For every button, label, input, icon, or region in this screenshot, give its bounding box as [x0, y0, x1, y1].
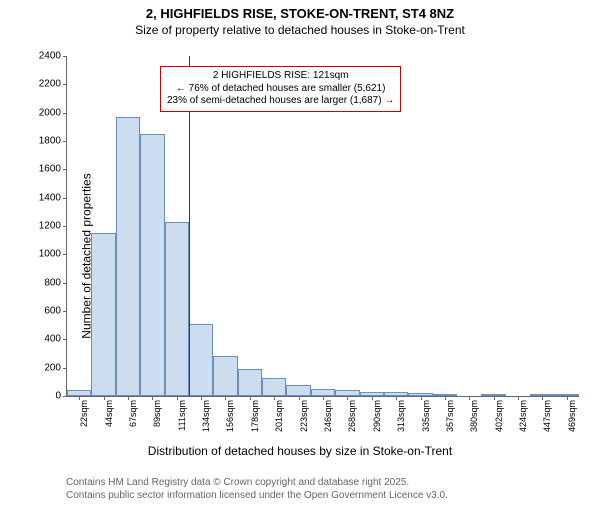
- x-tick-label: 424sqm: [518, 400, 528, 432]
- x-tick-mark: [177, 396, 178, 400]
- x-tick-label: 156sqm: [225, 400, 235, 432]
- x-tick-label: 290sqm: [372, 400, 382, 432]
- histogram-bar: [262, 378, 286, 396]
- y-tick-mark: [63, 283, 67, 284]
- y-tick-mark: [63, 368, 67, 369]
- histogram-bar: [238, 369, 262, 396]
- x-tick-label: 313sqm: [396, 400, 406, 432]
- x-tick-label: 67sqm: [128, 400, 138, 427]
- x-tick-mark: [567, 396, 568, 400]
- x-tick-mark: [323, 396, 324, 400]
- annotation-box: 2 HIGHFIELDS RISE: 121sqm ← 76% of detac…: [160, 66, 401, 112]
- chart-title: 2, HIGHFIELDS RISE, STOKE-ON-TRENT, ST4 …: [0, 6, 600, 21]
- x-tick-label: 402sqm: [494, 400, 504, 432]
- x-tick-label: 246sqm: [323, 400, 333, 432]
- annotation-line2: ← 76% of detached houses are smaller (5,…: [167, 83, 394, 96]
- y-tick-mark: [63, 56, 67, 57]
- histogram-bar: [189, 324, 213, 396]
- y-tick-mark: [63, 254, 67, 255]
- x-tick-mark: [250, 396, 251, 400]
- y-tick-mark: [63, 311, 67, 312]
- histogram-bar: [165, 222, 189, 396]
- histogram-bar: [116, 117, 140, 396]
- y-tick-label: 0: [55, 391, 61, 402]
- x-tick-mark: [201, 396, 202, 400]
- x-tick-mark: [518, 396, 519, 400]
- footnote: Contains HM Land Registry data © Crown c…: [66, 476, 448, 502]
- y-tick-label: 1200: [39, 221, 61, 232]
- x-tick-label: 223sqm: [299, 400, 309, 432]
- x-tick-mark: [542, 396, 543, 400]
- y-tick-label: 400: [44, 334, 61, 345]
- x-tick-mark: [347, 396, 348, 400]
- x-tick-label: 22sqm: [79, 400, 89, 427]
- y-tick-mark: [63, 169, 67, 170]
- y-tick-label: 1800: [39, 136, 61, 147]
- x-tick-mark: [274, 396, 275, 400]
- x-tick-mark: [494, 396, 495, 400]
- y-tick-mark: [63, 84, 67, 85]
- footnote-line1: Contains HM Land Registry data © Crown c…: [66, 476, 448, 489]
- y-tick-label: 2200: [39, 79, 61, 90]
- x-tick-mark: [152, 396, 153, 400]
- y-tick-mark: [63, 396, 67, 397]
- histogram-bar: [213, 356, 237, 396]
- x-tick-label: 357sqm: [445, 400, 455, 432]
- x-tick-mark: [299, 396, 300, 400]
- y-tick-mark: [63, 339, 67, 340]
- x-tick-label: 447sqm: [542, 400, 552, 432]
- y-tick-mark: [63, 113, 67, 114]
- x-tick-label: 89sqm: [152, 400, 162, 427]
- y-tick-label: 1000: [39, 249, 61, 260]
- x-tick-label: 178sqm: [250, 400, 260, 432]
- x-tick-label: 268sqm: [347, 400, 357, 432]
- x-tick-label: 469sqm: [567, 400, 577, 432]
- chart-subtitle: Size of property relative to detached ho…: [0, 23, 600, 37]
- x-tick-mark: [469, 396, 470, 400]
- y-tick-label: 2000: [39, 107, 61, 118]
- x-tick-label: 134sqm: [201, 400, 211, 432]
- y-tick-label: 800: [44, 277, 61, 288]
- x-tick-mark: [421, 396, 422, 400]
- y-tick-label: 2400: [39, 51, 61, 62]
- chart-container: { "title": "2, HIGHFIELDS RISE, STOKE-ON…: [0, 6, 600, 506]
- x-tick-mark: [225, 396, 226, 400]
- x-tick-mark: [79, 396, 80, 400]
- x-axis-label: Distribution of detached houses by size …: [148, 444, 452, 458]
- footnote-line2: Contains public sector information licen…: [66, 489, 448, 502]
- histogram-bar: [286, 385, 310, 396]
- annotation-line3: 23% of semi-detached houses are larger (…: [167, 95, 394, 108]
- x-tick-label: 380sqm: [469, 400, 479, 432]
- x-tick-label: 111sqm: [177, 400, 187, 431]
- x-tick-label: 44sqm: [104, 400, 114, 427]
- x-tick-label: 201sqm: [274, 400, 284, 432]
- x-tick-mark: [372, 396, 373, 400]
- annotation-line1: 2 HIGHFIELDS RISE: 121sqm: [167, 70, 394, 83]
- y-tick-mark: [63, 226, 67, 227]
- x-tick-mark: [445, 396, 446, 400]
- x-tick-mark: [104, 396, 105, 400]
- y-tick-mark: [63, 141, 67, 142]
- x-tick-mark: [128, 396, 129, 400]
- x-tick-label: 335sqm: [421, 400, 431, 432]
- histogram-bar: [311, 389, 335, 396]
- histogram-bar: [140, 134, 164, 396]
- y-tick-label: 1400: [39, 192, 61, 203]
- x-tick-mark: [396, 396, 397, 400]
- y-tick-label: 200: [44, 362, 61, 373]
- histogram-bar: [91, 233, 115, 396]
- y-tick-mark: [63, 198, 67, 199]
- y-tick-label: 1600: [39, 164, 61, 175]
- y-tick-label: 600: [44, 306, 61, 317]
